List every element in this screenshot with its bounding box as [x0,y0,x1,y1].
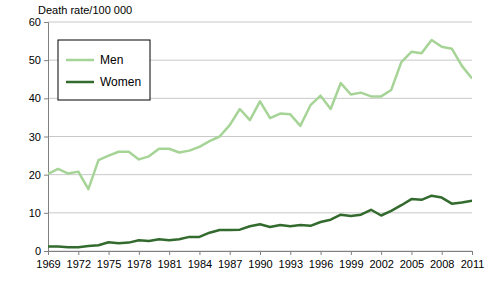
y-tick-mark [44,60,48,61]
x-tick: 2002 [369,251,393,270]
x-tick-label: 1972 [67,258,91,270]
x-tick-mark [169,251,170,255]
legend-swatch [66,59,94,62]
x-tick-mark [442,251,443,255]
x-tick: 1984 [188,251,212,270]
x-axis: 1969 1972 1975 1978 1981 1984 1987 1990 1993 1996… [36,251,484,270]
x-tick: 1978 [127,251,151,270]
y-tick: 40 [29,92,48,104]
x-tick-label: 1984 [188,258,212,270]
x-tick-label: 1981 [157,258,181,270]
grid [48,22,472,251]
x-tick-mark [260,251,261,255]
x-tick-label: 1999 [339,258,363,270]
y-tick-mark [44,137,48,138]
x-tick-mark [411,251,412,255]
x-tick: 1996 [309,251,333,270]
x-tick-mark [230,251,231,255]
x-tick: 1990 [248,251,272,270]
x-tick-label: 2002 [369,258,393,270]
y-tick-label: 50 [29,54,41,66]
legend-label: Women [100,75,141,89]
y-tick: 50 [29,54,48,66]
x-tick-mark [139,251,140,255]
y-axis-line [44,23,49,252]
grid-line [48,174,472,175]
y-tick: 20 [29,169,48,181]
x-tick-label: 2011 [461,258,485,270]
y-tick: 10 [29,207,48,219]
y-tick-label: 20 [29,169,41,181]
x-tick: 1987 [218,251,242,270]
y-tick-mark [44,213,48,214]
grid-line [48,212,472,213]
x-tick-mark [381,251,382,255]
y-tick-mark [44,22,48,23]
x-tick-mark [109,251,110,255]
plot: 1969 1972 1975 1978 1981 1984 1987 1990 1993 1996… [29,16,485,270]
x-tick-label: 1975 [97,258,121,270]
x-tick: 1975 [97,251,121,270]
y-tick: 30 [29,131,48,143]
series-line [48,40,472,189]
x-axis-line [49,252,473,256]
y-tick-label: 10 [29,207,41,219]
series-line [48,196,472,248]
x-tick-label: 1969 [36,258,60,270]
y-tick-label: 60 [29,16,41,28]
y-tick-label: 30 [29,131,41,143]
x-tick-label: 2005 [400,258,424,270]
chart: 1969 1972 1975 1978 1981 1984 1987 1990 1993 1996… [0,0,494,292]
legend-label: Men [100,53,123,67]
y-tick-label: 40 [29,92,41,104]
x-tick-mark [472,251,473,255]
x-tick: 1972 [67,251,91,270]
x-tick-label: 1987 [218,258,242,270]
y-tick-mark [44,175,48,176]
x-tick-mark [78,251,79,255]
x-tick-label: 1990 [248,258,272,270]
legend-box [58,40,150,100]
x-tick-label: 1993 [279,258,303,270]
x-tick-mark [290,251,291,255]
x-tick-mark [351,251,352,255]
x-tick-label: 1978 [127,258,151,270]
x-tick-label: 2008 [430,258,454,270]
x-tick-mark [199,251,200,255]
x-tick-mark [321,251,322,255]
y-tick-mark [44,98,48,99]
legend-swatch [66,81,94,84]
grid-line [48,22,472,23]
grid-line [48,136,472,137]
y-tick: 60 [29,16,48,28]
y-tick-mark [44,251,48,252]
x-tick: 2005 [400,251,424,270]
x-tick: 1999 [339,251,363,270]
legend: Men Women [58,40,150,100]
x-tick: 2011 [461,251,485,270]
x-tick: 1981 [157,251,181,270]
y-tick: 0 [35,245,48,257]
x-tick-label: 1996 [309,258,333,270]
x-tick: 1993 [279,251,303,270]
y-axis: 0 10 20 30 40 50 60 [29,16,49,257]
y-axis-title: Death rate/100 000 [38,4,132,16]
y-tick-label: 0 [35,245,41,257]
x-tick: 2008 [430,251,454,270]
lines [48,40,472,247]
